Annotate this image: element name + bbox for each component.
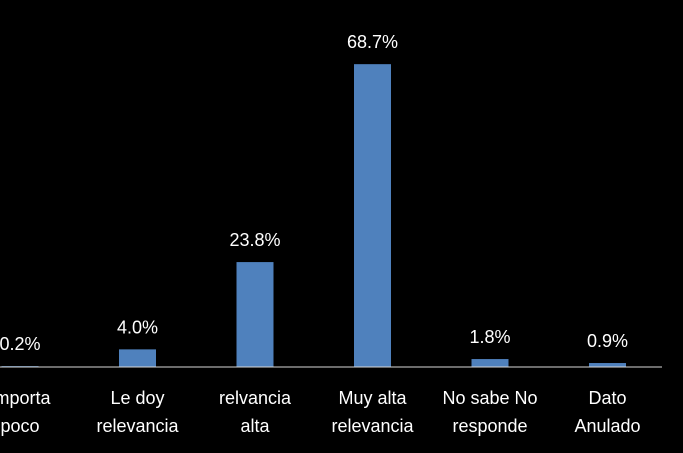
category-label-4: No sabe No responde xyxy=(442,388,537,436)
bar-3 xyxy=(354,64,391,368)
category-label-5: Dato Anulado xyxy=(574,388,640,436)
category-label-0: Importa poco xyxy=(0,388,51,436)
category-label-line: relvancia xyxy=(219,388,292,408)
data-label-3: 68.7% xyxy=(347,32,398,52)
bars-group xyxy=(1,64,626,368)
category-label-2: relvancia alta xyxy=(219,388,292,436)
category-label-line: No sabe No xyxy=(442,388,537,408)
bar-1 xyxy=(119,349,156,367)
category-label-line: alta xyxy=(240,416,270,436)
bar-4 xyxy=(471,359,509,367)
category-label-3: Muy alta relevancia xyxy=(331,388,414,436)
category-labels-group: Importa poco Le doy relevancia relvancia alta… xyxy=(0,388,641,436)
data-label-2: 23.8% xyxy=(229,230,280,250)
category-label-line: responde xyxy=(452,416,527,436)
category-label-line: Importa xyxy=(0,388,51,408)
category-label-line: poco xyxy=(0,416,39,436)
category-label-line: relevancia xyxy=(331,416,414,436)
bar-2 xyxy=(236,262,274,367)
data-label-0: 0.2% xyxy=(0,334,41,354)
category-label-line: Anulado xyxy=(574,416,640,436)
data-label-1: 4.0% xyxy=(117,317,158,337)
data-label-5: 0.9% xyxy=(587,331,628,351)
data-label-4: 1.8% xyxy=(469,327,510,347)
category-label-line: relevancia xyxy=(96,416,179,436)
bar-5 xyxy=(589,363,626,367)
data-labels-group: 0.2% 4.0% 23.8% 68.7% 1.8% 0.9% xyxy=(0,32,628,354)
category-label-line: Muy alta xyxy=(338,388,407,408)
category-label-line: Dato xyxy=(588,388,626,408)
category-label-1: Le doy relevancia xyxy=(96,388,179,436)
category-label-line: Le doy xyxy=(110,388,164,408)
